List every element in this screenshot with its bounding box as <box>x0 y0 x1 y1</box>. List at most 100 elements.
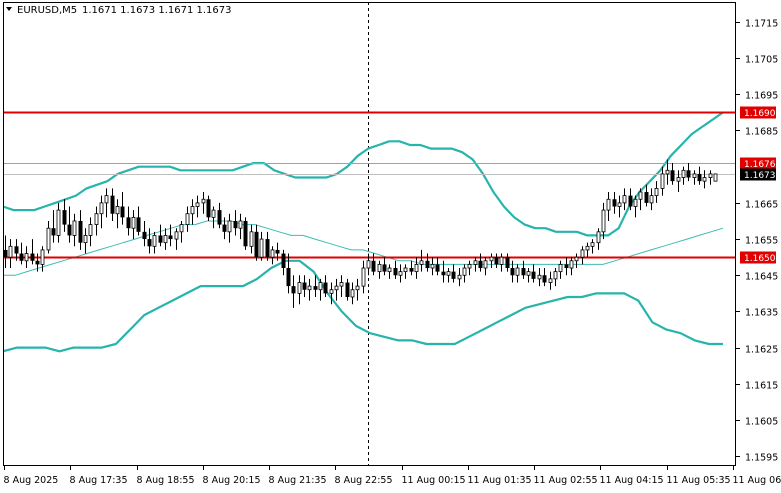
candle <box>303 275 307 297</box>
candle-body <box>340 282 343 286</box>
candle <box>250 225 253 254</box>
candle <box>351 282 354 304</box>
candle <box>655 181 658 203</box>
candle-body <box>495 257 499 264</box>
candle <box>490 254 493 268</box>
candle <box>63 199 67 232</box>
candle <box>132 210 135 239</box>
candle <box>506 254 510 272</box>
candle-body <box>468 264 471 268</box>
candle <box>426 254 430 272</box>
candle-body <box>671 170 675 181</box>
candle <box>244 217 248 250</box>
upper-band <box>3 112 723 235</box>
candle <box>298 275 301 304</box>
candle-body <box>431 264 434 268</box>
candle-body <box>15 246 19 253</box>
candle <box>287 254 291 294</box>
candle-body <box>378 264 381 271</box>
candle-body <box>570 261 573 268</box>
level-label: 1.1690 <box>744 109 776 119</box>
candle-body <box>543 275 547 282</box>
candle-body <box>116 206 119 213</box>
chevron-down-icon[interactable] <box>6 7 12 11</box>
candle-body <box>324 282 328 293</box>
candle-body <box>362 268 365 286</box>
candle-body <box>153 235 156 246</box>
candle-body <box>63 210 67 224</box>
ohlc-readout: 1.1671 1.1673 1.1671 1.1673 <box>82 5 232 16</box>
candle-body <box>634 199 637 206</box>
candle-body <box>148 239 152 246</box>
candle <box>714 174 717 181</box>
y-tick-label: 1.1635 <box>745 308 778 319</box>
candle-body <box>415 264 418 271</box>
candle <box>186 206 189 231</box>
candle-body <box>73 221 76 235</box>
candle <box>218 203 222 228</box>
candle <box>698 167 702 185</box>
candle <box>661 167 664 196</box>
candle <box>137 206 141 235</box>
candle <box>597 228 600 250</box>
candle <box>474 257 477 271</box>
candle-body <box>255 232 259 257</box>
candle <box>645 185 649 207</box>
candle <box>180 221 183 243</box>
candle-body <box>89 225 92 236</box>
candle-body <box>655 188 658 195</box>
y-tick-label: 1.1655 <box>745 236 778 247</box>
candle-body <box>143 232 147 239</box>
candle-body <box>9 246 12 257</box>
candle-body <box>436 264 440 271</box>
candle-body <box>164 235 167 242</box>
candle <box>586 243 589 257</box>
candle <box>31 239 35 264</box>
x-tick-label: 8 Aug 22:55 <box>335 475 393 486</box>
candle-body <box>244 221 248 246</box>
candle-body <box>4 250 8 257</box>
candle-body <box>180 225 183 232</box>
candle <box>111 188 115 221</box>
candle-body <box>31 254 35 261</box>
candle <box>308 279 311 301</box>
candle <box>623 188 626 210</box>
candle <box>575 254 578 268</box>
candle <box>68 206 72 242</box>
bid-label: 1.1673 <box>744 171 776 181</box>
candle-body <box>47 228 50 250</box>
candle-body <box>687 170 691 177</box>
x-tick-label: 11 Aug 00:15 <box>402 475 466 486</box>
candle <box>52 210 56 243</box>
candle-body <box>420 261 423 265</box>
level-label: 1.1650 <box>744 254 776 264</box>
candle-body <box>479 261 483 268</box>
candle-body <box>159 235 163 242</box>
candle <box>703 170 706 188</box>
candle-body <box>250 232 253 246</box>
candle <box>282 250 286 275</box>
candle <box>634 196 637 218</box>
candle-body <box>330 290 333 294</box>
candle <box>340 275 343 297</box>
candle-body <box>618 203 621 207</box>
candle <box>532 264 536 282</box>
candle-body <box>383 264 387 271</box>
candle <box>57 203 60 243</box>
x-tick-label: 8 Aug 2025 <box>4 475 59 486</box>
candle-body <box>623 196 626 203</box>
candle-body <box>121 206 125 217</box>
candle-body <box>303 282 307 289</box>
candle <box>121 192 125 225</box>
chart-header: EURUSD,M5 1.1671 1.1673 1.1671 1.1673 <box>6 5 232 16</box>
candle <box>271 246 274 264</box>
candle-body <box>84 235 87 242</box>
y-tick-label: 1.1605 <box>745 417 778 428</box>
candle-body <box>79 221 83 243</box>
plot-frame <box>4 3 736 466</box>
candle <box>388 264 391 278</box>
candle <box>682 167 685 185</box>
candle-body <box>52 228 56 235</box>
candle-body <box>239 221 242 228</box>
